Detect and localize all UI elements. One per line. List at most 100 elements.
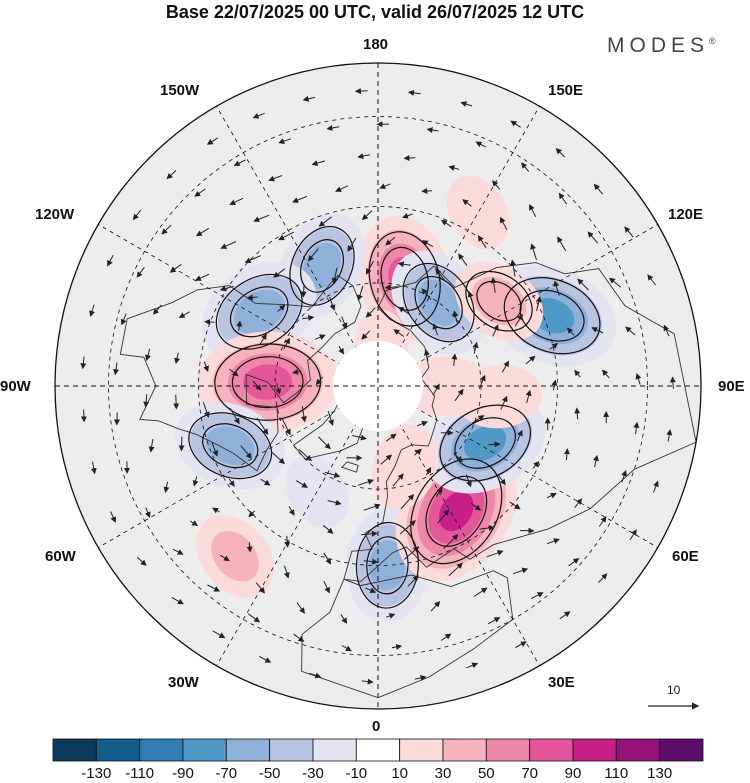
latitude-circle-20	[108, 116, 648, 656]
wind-arrow	[361, 678, 374, 685]
wind-arrow	[202, 402, 210, 418]
wind-arrow	[190, 520, 199, 526]
wind-arrow	[500, 395, 508, 410]
wind-arrow	[246, 294, 258, 301]
wind-arrow	[229, 407, 240, 425]
lon-label-30e: 30E	[548, 674, 575, 691]
lon-label-30w: 30W	[168, 674, 199, 691]
wind-arrow	[466, 662, 479, 669]
wind-arrow	[194, 188, 206, 197]
colorbar-tick-label: 110	[604, 765, 629, 782]
wind-arrow	[283, 337, 290, 350]
colorbar-tick-label: -30	[302, 765, 324, 782]
wind-arrow	[510, 259, 517, 277]
wind-arrow	[515, 641, 527, 648]
wind-arrow	[268, 175, 283, 182]
wind-vectors	[80, 88, 676, 685]
wind-arrow	[110, 511, 116, 523]
anomaly-band	[464, 425, 507, 461]
wind-arrow	[435, 486, 443, 497]
wind-arrow	[326, 125, 340, 131]
wind-arrow	[323, 580, 330, 594]
wind-arrow	[440, 219, 452, 228]
wind-arrow	[357, 478, 374, 486]
wind-arrow	[292, 195, 308, 203]
wind-arrow	[298, 448, 312, 462]
anomaly-band	[439, 491, 474, 532]
wind-arrow	[152, 304, 162, 315]
wind-arrow	[132, 209, 142, 221]
colorbar-tick-label: -10	[345, 765, 368, 782]
wind-arrow	[512, 567, 529, 575]
wind-arrow	[452, 310, 459, 324]
wind-arrow	[229, 197, 244, 205]
wind-arrow	[354, 88, 368, 95]
wind-arrow	[563, 448, 570, 461]
wind-arrow	[302, 95, 316, 102]
wind-arrow	[278, 231, 295, 241]
colorbar-tick-label: -130	[81, 765, 112, 782]
wind-arrow	[161, 224, 172, 235]
colorbar-box	[269, 738, 314, 762]
wind-arrow	[525, 355, 536, 365]
contour-line	[402, 262, 475, 343]
contour-line	[439, 404, 532, 482]
wind-arrow	[462, 199, 472, 207]
wind-arrow	[402, 212, 413, 219]
wind-arrow	[510, 120, 521, 128]
colorbar-box	[355, 738, 400, 762]
wind-arrow	[315, 376, 324, 386]
wind-arrow	[535, 296, 542, 312]
meridian-300	[98, 402, 350, 548]
wind-arrow	[318, 436, 331, 450]
wind-arrow	[601, 369, 610, 379]
colorbar-box	[225, 738, 271, 762]
colorbar-box	[659, 738, 704, 762]
wind-arrow	[475, 141, 486, 148]
wind-arrow	[454, 388, 464, 402]
lon-label-0: 0	[372, 718, 381, 735]
anomaly-band	[285, 454, 349, 528]
wind-arrow	[258, 655, 272, 663]
wind-arrow	[311, 160, 326, 166]
contour-line	[366, 536, 409, 595]
wind-arrow	[653, 480, 659, 493]
wind-arrow	[443, 534, 459, 550]
wind-arrow	[393, 329, 405, 337]
colorbar-tick-label: 90	[564, 765, 582, 782]
wind-arrow	[473, 587, 488, 597]
wind-arrow	[547, 538, 560, 545]
wind-arrow	[501, 360, 509, 373]
wind-arrow	[206, 137, 218, 145]
wind-arrow	[169, 263, 182, 273]
lon-label-150e: 150E	[548, 82, 584, 99]
wind-arrow	[255, 582, 266, 594]
wind-arrow	[440, 633, 452, 641]
wind-arrow	[451, 353, 458, 366]
wind-arrow	[284, 535, 291, 548]
wind-arrow	[163, 481, 170, 493]
wind-arrow	[361, 210, 373, 221]
meridian-60	[406, 402, 658, 548]
lon-label-60e: 60E	[672, 548, 699, 565]
wind-arrow	[421, 288, 432, 300]
wind-arrow	[327, 499, 342, 506]
contour-line	[380, 246, 429, 311]
wind-arrow	[479, 525, 495, 531]
lon-label-120e: 120E	[668, 206, 704, 223]
wind-arrow	[244, 255, 261, 264]
wind-arrow	[307, 248, 319, 262]
wind-arrow	[145, 348, 151, 361]
contour-line	[503, 277, 601, 355]
wind-arrow	[448, 562, 463, 577]
map-title: Base 22/07/2025 00 UTC, valid 26/07/2025…	[165, 2, 585, 22]
wind-arrow	[195, 227, 210, 237]
colorbar-box	[139, 738, 184, 762]
wind-arrow	[302, 314, 315, 321]
wind-arrow	[273, 268, 286, 278]
wind-arrow	[625, 326, 636, 336]
colorbar-tick-label: 30	[434, 765, 452, 782]
wind-arrow	[212, 507, 220, 514]
wind-arrow	[430, 600, 441, 612]
wind-arrow	[90, 461, 97, 475]
